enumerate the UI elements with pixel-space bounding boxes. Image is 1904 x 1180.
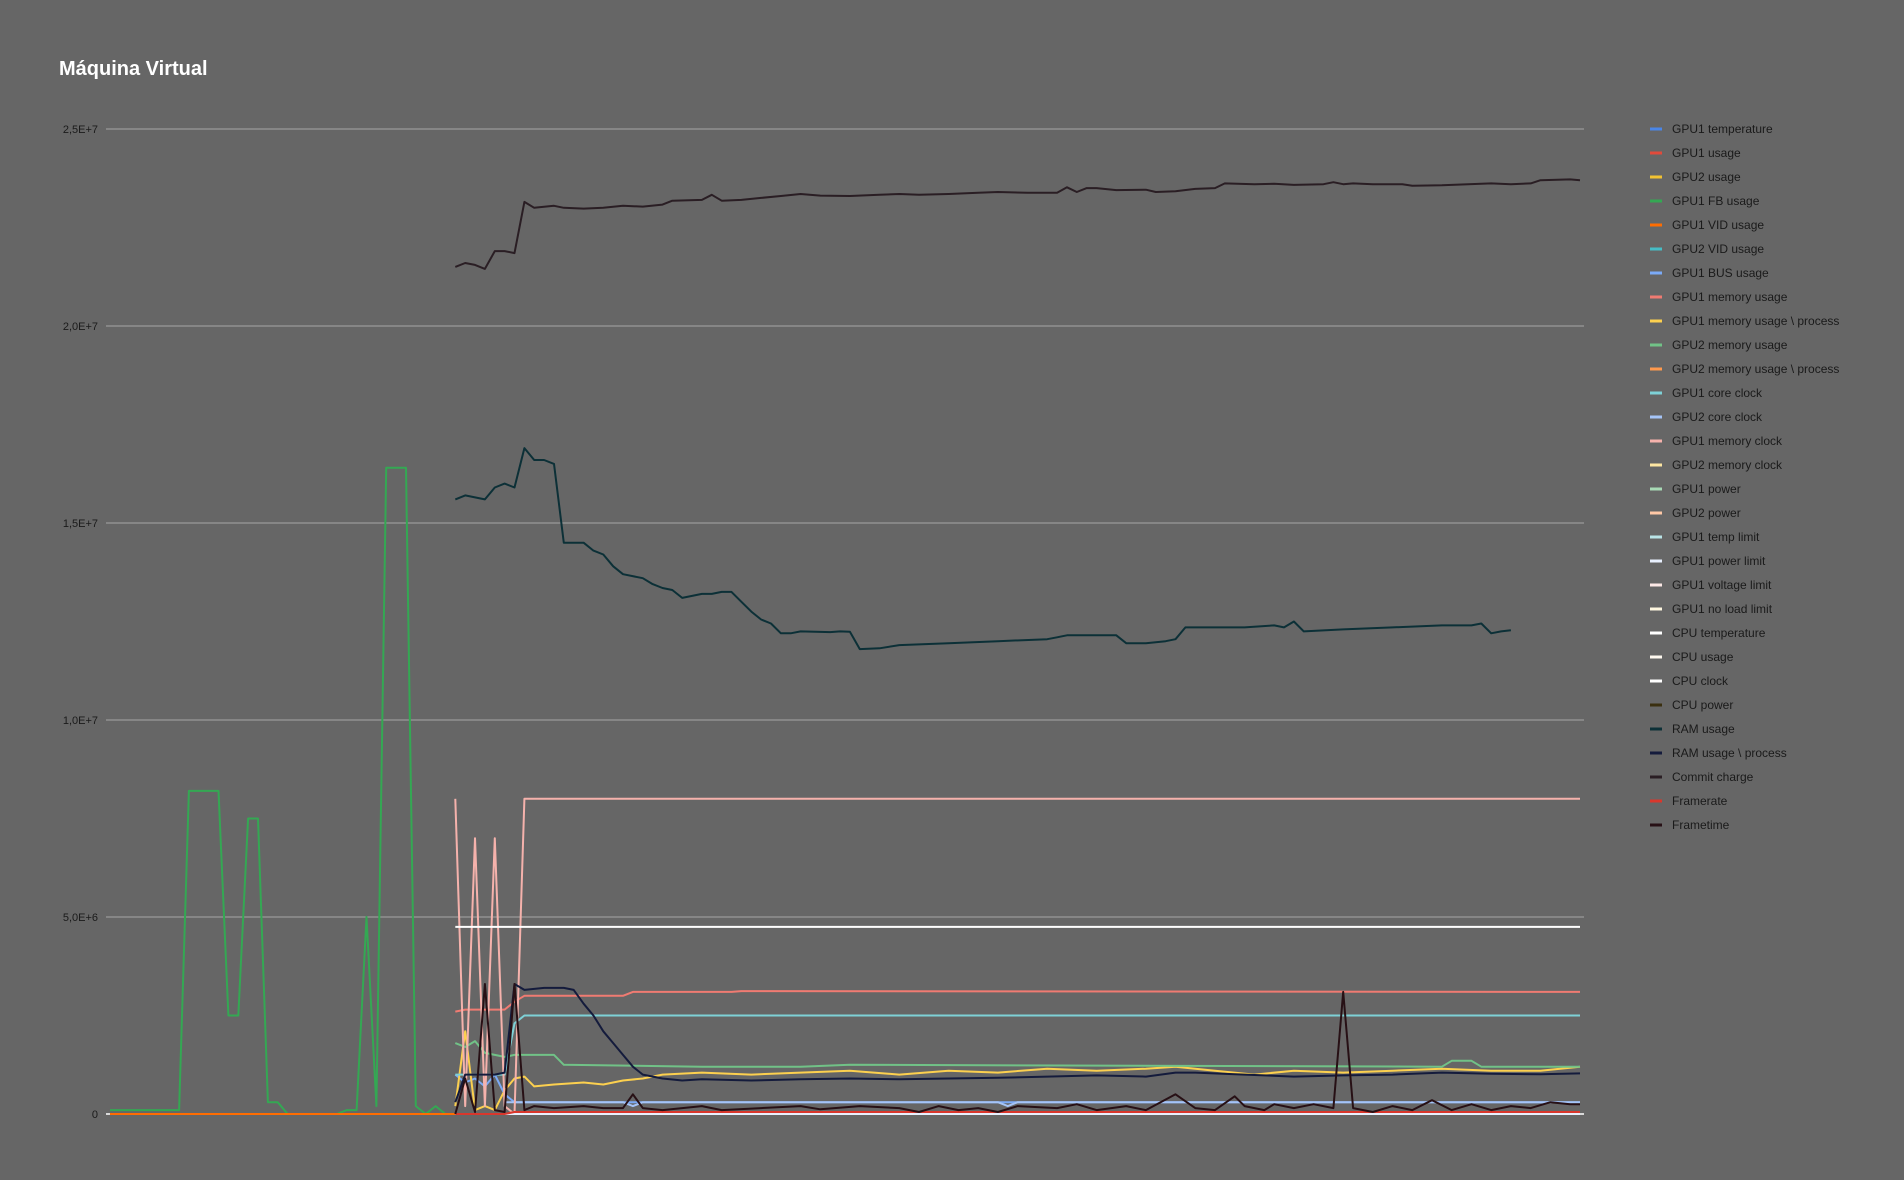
series-line bbox=[454, 983, 1581, 1103]
legend-label[interactable]: GPU1 BUS usage bbox=[1672, 266, 1769, 280]
y-axis-ticks: 0 5,0E+6 1,0E+7 1,5E+7 2,0E+7 2,5E+7 bbox=[63, 124, 98, 1121]
y-tick-label: 1,5E+7 bbox=[63, 518, 98, 530]
legend-label[interactable]: GPU1 memory usage bbox=[1672, 290, 1788, 304]
grid-lines bbox=[106, 128, 1584, 1115]
series-line bbox=[454, 447, 1512, 651]
series-line bbox=[454, 1030, 1581, 1112]
y-tick-label: 0 bbox=[92, 1109, 98, 1121]
legend-label[interactable]: Frametime bbox=[1672, 818, 1730, 832]
chart-title: Máquina Virtual bbox=[59, 58, 208, 80]
legend-label[interactable]: GPU1 temperature bbox=[1672, 122, 1773, 136]
series-line bbox=[110, 466, 447, 1115]
legend-label[interactable]: CPU temperature bbox=[1672, 626, 1766, 640]
legend-label[interactable]: GPU2 memory clock bbox=[1672, 458, 1783, 472]
legend-label[interactable]: GPU1 no load limit bbox=[1672, 602, 1773, 616]
series-line bbox=[454, 1073, 1580, 1104]
series-line bbox=[454, 178, 1581, 270]
legend-label[interactable]: GPU1 core clock bbox=[1672, 386, 1763, 400]
legend-label[interactable]: GPU2 core clock bbox=[1672, 410, 1763, 424]
legend-label[interactable]: GPU2 usage bbox=[1672, 170, 1741, 184]
legend-label[interactable]: GPU1 power bbox=[1672, 482, 1741, 496]
legend-label[interactable]: GPU1 power limit bbox=[1672, 554, 1766, 568]
legend-label[interactable]: CPU clock bbox=[1672, 674, 1729, 688]
series-line bbox=[455, 990, 1581, 1013]
series-line bbox=[504, 1101, 1580, 1108]
legend-label[interactable]: CPU power bbox=[1672, 698, 1733, 712]
series-line bbox=[454, 1040, 1580, 1068]
legend-label[interactable]: GPU1 memory clock bbox=[1672, 434, 1783, 448]
series-line bbox=[454, 797, 1580, 1115]
legend-label[interactable]: GPU1 FB usage bbox=[1672, 194, 1760, 208]
legend-label[interactable]: GPU2 power bbox=[1672, 506, 1741, 520]
legend-label[interactable]: RAM usage bbox=[1672, 722, 1735, 736]
legend-label[interactable]: RAM usage \ process bbox=[1672, 746, 1787, 760]
y-tick-label: 5,0E+6 bbox=[63, 912, 98, 924]
legend-label[interactable]: GPU2 VID usage bbox=[1672, 242, 1764, 256]
y-tick-label: 2,0E+7 bbox=[63, 321, 98, 333]
legend-label[interactable]: GPU1 memory usage \ process bbox=[1672, 314, 1839, 328]
legend-label[interactable]: GPU1 VID usage bbox=[1672, 218, 1764, 232]
legend-label[interactable]: GPU1 temp limit bbox=[1672, 530, 1760, 544]
y-tick-label: 1,0E+7 bbox=[63, 715, 98, 727]
legend-label[interactable]: CPU usage bbox=[1672, 650, 1734, 664]
series-lines bbox=[110, 178, 1581, 1115]
series-line bbox=[455, 1111, 1580, 1115]
series-line bbox=[454, 983, 1580, 1115]
legend: GPU1 temperature GPU1 usage GPU2 usage GPU1… bbox=[1650, 122, 1839, 832]
legend-label[interactable]: GPU2 memory usage \ process bbox=[1672, 362, 1839, 376]
y-tick-label: 2,5E+7 bbox=[63, 124, 98, 136]
legend-label[interactable]: GPU1 usage bbox=[1672, 146, 1741, 160]
legend-label[interactable]: Framerate bbox=[1672, 794, 1728, 808]
legend-label[interactable]: Commit charge bbox=[1672, 770, 1754, 784]
legend-label[interactable]: GPU1 voltage limit bbox=[1672, 578, 1772, 592]
legend-label[interactable]: GPU2 memory usage bbox=[1672, 338, 1788, 352]
